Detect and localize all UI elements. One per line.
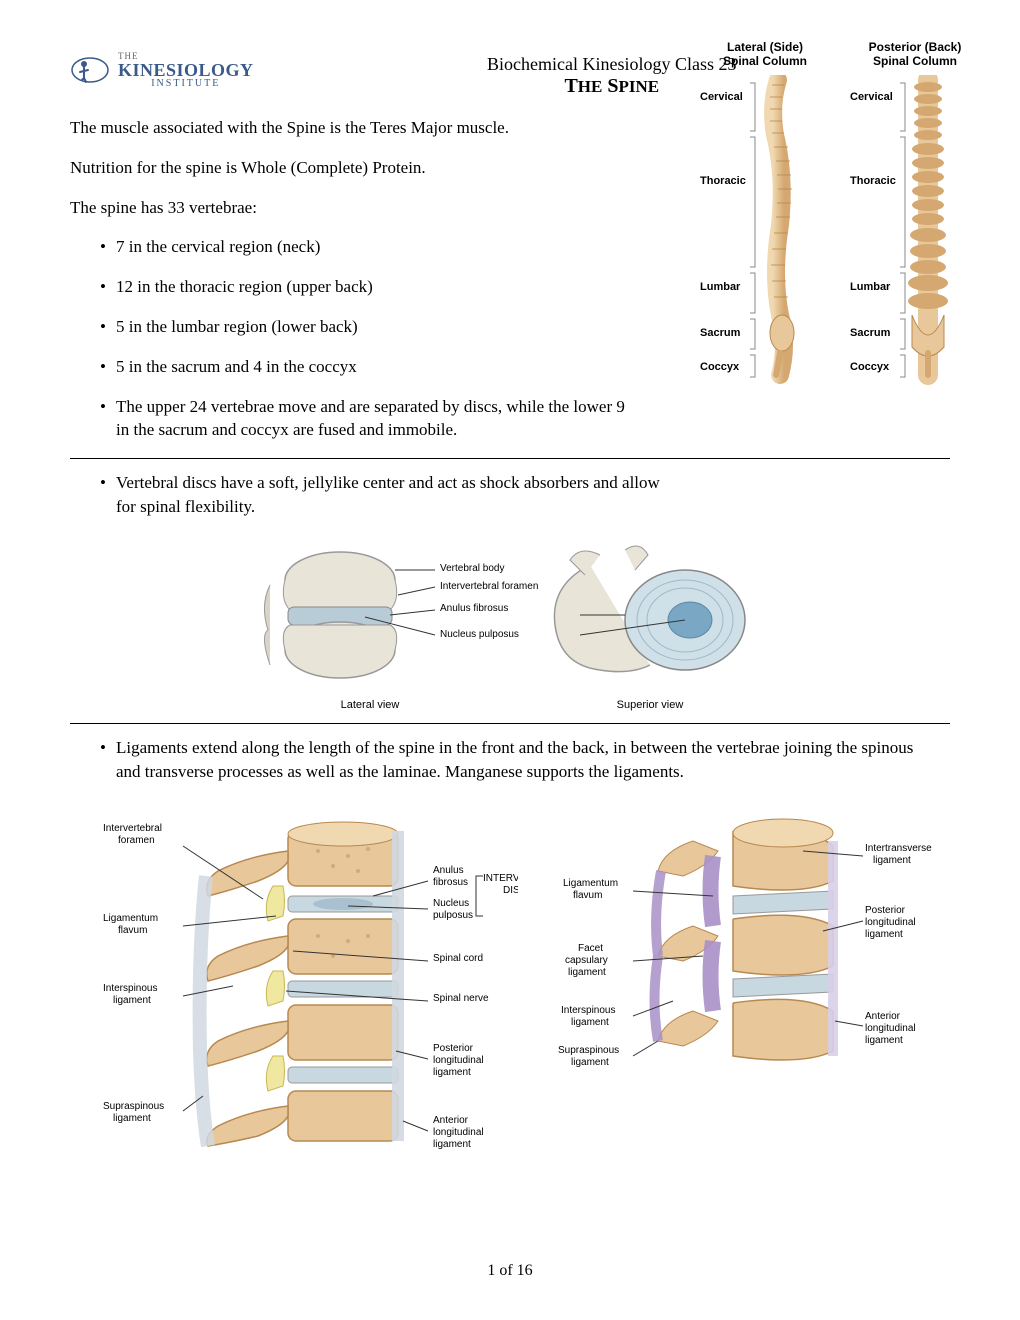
svg-text:fibrosus: fibrosus xyxy=(433,877,468,888)
svg-text:ligament: ligament xyxy=(113,995,151,1006)
svg-text:longitudinal: longitudinal xyxy=(865,1023,916,1034)
intro-p3: The spine has 33 vertebrae: xyxy=(70,196,630,220)
list-item: 12 in the thoracic region (upper back) xyxy=(100,275,630,299)
region-label: Sacrum xyxy=(850,327,890,339)
ligament-section: Ligaments extend along the length of the… xyxy=(70,736,950,1162)
svg-text:Interspinous: Interspinous xyxy=(103,983,157,994)
lateral-title: Lateral (Side)Spinal Column xyxy=(723,40,807,69)
logo-sub: INSTITUTE xyxy=(118,79,254,89)
logo: THE KINESIOLOGY INSTITUTE xyxy=(70,50,254,90)
svg-text:ligament: ligament xyxy=(113,1113,151,1124)
svg-text:Facet: Facet xyxy=(578,943,603,954)
svg-text:Interspinous: Interspinous xyxy=(561,1005,615,1016)
disc-label: Intervertebral foramen xyxy=(440,581,560,592)
superior-view-label: Superior view xyxy=(617,699,684,711)
vertebrae-list: 7 in the cervical region (neck) 12 in th… xyxy=(70,235,630,442)
region-label: Lumbar xyxy=(700,281,740,293)
svg-text:Ligamentum: Ligamentum xyxy=(563,878,618,889)
svg-text:longitudinal: longitudinal xyxy=(865,917,916,928)
region-label: Lumbar xyxy=(850,281,890,293)
svg-text:Posterior: Posterior xyxy=(433,1043,474,1054)
list-item: 7 in the cervical region (neck) xyxy=(100,235,630,259)
list-item: 5 in the lumbar region (lower back) xyxy=(100,315,630,339)
disc-bullet: Vertebral discs have a soft, jellylike c… xyxy=(100,471,660,519)
region-label: Cervical xyxy=(850,91,893,103)
disc-label: Anulus fibrosus xyxy=(440,603,550,614)
page-footer: 1 of 16 xyxy=(0,1262,1020,1280)
spine-columns: Lateral (Side)Spinal Column xyxy=(700,40,980,385)
svg-text:ligament: ligament xyxy=(568,967,606,978)
list-item: 5 in the sacrum and 4 in the coccyx xyxy=(100,355,630,379)
divider xyxy=(70,458,950,459)
logo-icon xyxy=(70,50,110,90)
posterior-column: Posterior (Back)Spinal Column xyxy=(850,40,980,385)
svg-text:Anulus: Anulus xyxy=(433,865,464,876)
disc-label: Vertebral body xyxy=(440,563,550,574)
svg-text:INTERVERTEBRAL: INTERVERTEBRAL xyxy=(483,873,518,884)
region-label: Coccyx xyxy=(850,361,889,373)
svg-text:DISC: DISC xyxy=(503,885,518,896)
lateral-view-label: Lateral view xyxy=(341,699,400,711)
svg-text:capsulary: capsulary xyxy=(565,955,608,966)
svg-text:Ligamentum: Ligamentum xyxy=(103,913,158,924)
svg-text:Anterior: Anterior xyxy=(865,1011,901,1022)
region-label: Cervical xyxy=(700,91,743,103)
svg-text:ligament: ligament xyxy=(571,1057,609,1068)
svg-text:pulposus: pulposus xyxy=(433,910,473,921)
svg-text:ligament: ligament xyxy=(865,929,903,940)
intro-p2: Nutrition for the spine is Whole (Comple… xyxy=(70,156,630,180)
divider xyxy=(70,723,950,724)
disc-section: Vertebral discs have a soft, jellylike c… xyxy=(70,471,950,711)
svg-text:ligament: ligament xyxy=(873,855,911,866)
svg-text:Supraspinous: Supraspinous xyxy=(558,1045,619,1056)
svg-text:Supraspinous: Supraspinous xyxy=(103,1101,164,1112)
svg-text:Spinal cord: Spinal cord xyxy=(433,953,483,964)
lateral-column: Lateral (Side)Spinal Column xyxy=(700,40,830,385)
logo-main: KINESIOLOGY xyxy=(118,61,254,79)
ligament-sagittal-svg: Intervertebralforamen Ligamentumflavum I… xyxy=(88,801,518,1161)
intro-content: The muscle associated with the Spine is … xyxy=(70,116,630,442)
svg-text:ligament: ligament xyxy=(433,1067,471,1078)
list-item: The upper 24 vertebrae move and are sepa… xyxy=(100,395,630,443)
svg-text:Intertransverse: Intertransverse xyxy=(865,843,932,854)
disc-diagram: Vertebral body Intervertebral foramen An… xyxy=(70,535,950,711)
svg-text:Nucleus: Nucleus xyxy=(433,898,469,909)
svg-text:longitudinal: longitudinal xyxy=(433,1055,484,1066)
disc-superior-svg xyxy=(530,535,770,695)
intro-p1: The muscle associated with the Spine is … xyxy=(70,116,630,140)
svg-text:ligament: ligament xyxy=(571,1017,609,1028)
ligament-oblique-svg: Ligamentumflavum Facetcapsularyligament … xyxy=(553,801,933,1101)
svg-text:ligament: ligament xyxy=(433,1139,471,1150)
region-label: Coccyx xyxy=(700,361,739,373)
posterior-title: Posterior (Back)Spinal Column xyxy=(869,40,962,69)
region-label: Thoracic xyxy=(850,175,896,187)
region-label: Thoracic xyxy=(700,175,746,187)
disc-lateral-svg xyxy=(250,535,490,695)
ligament-diagram: Intervertebralforamen Ligamentumflavum I… xyxy=(70,801,950,1161)
svg-text:Anterior: Anterior xyxy=(433,1115,469,1126)
svg-text:longitudinal: longitudinal xyxy=(433,1127,484,1138)
ligament-bullet: Ligaments extend along the length of the… xyxy=(100,736,920,784)
region-label: Sacrum xyxy=(700,327,740,339)
svg-text:foramen: foramen xyxy=(118,835,155,846)
disc-label: Nucleus pulposus xyxy=(440,629,550,640)
svg-text:flavum: flavum xyxy=(118,925,147,936)
svg-text:flavum: flavum xyxy=(573,890,602,901)
svg-text:Posterior: Posterior xyxy=(865,905,906,916)
svg-text:Spinal nerve: Spinal nerve xyxy=(433,993,489,1004)
svg-text:Intervertebral: Intervertebral xyxy=(103,823,162,834)
svg-text:ligament: ligament xyxy=(865,1035,903,1046)
